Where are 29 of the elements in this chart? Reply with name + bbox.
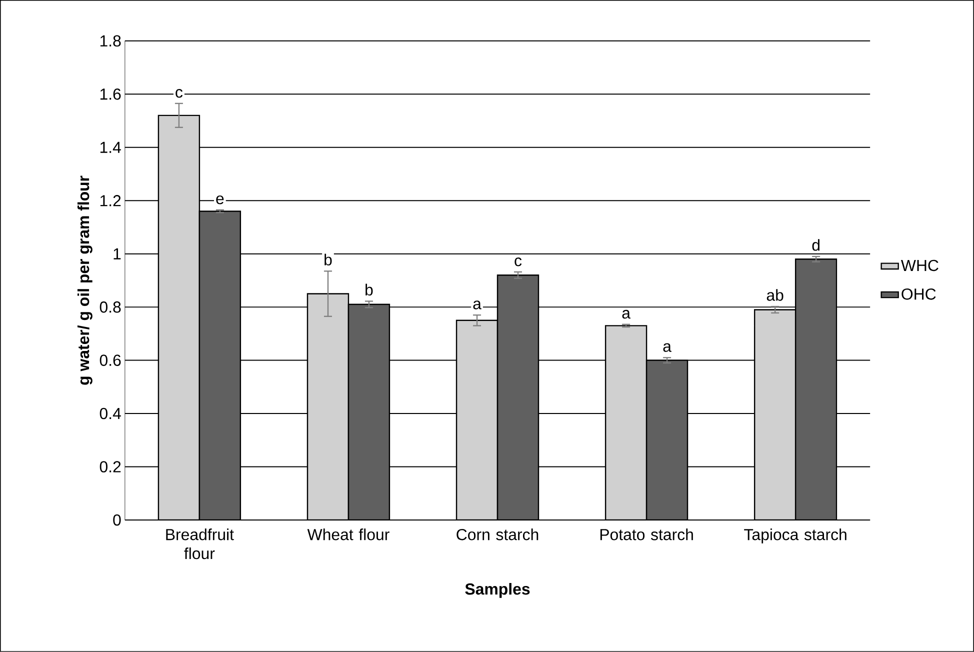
annotation: a bbox=[622, 310, 630, 319]
x-tick-label: Tapioca starch bbox=[744, 528, 846, 544]
annotation: c bbox=[176, 89, 183, 98]
y-tick-label: 1.6 bbox=[100, 88, 121, 100]
annotation: b bbox=[324, 254, 332, 266]
y-tick-label: 0.6 bbox=[100, 354, 121, 366]
y-tick-label: 0.2 bbox=[100, 461, 121, 472]
y-tick-label: 1.2 bbox=[100, 195, 121, 206]
legend-label: WHC bbox=[900, 260, 938, 272]
annotation: b bbox=[366, 284, 373, 296]
x-tick-label: Breadfruit flour bbox=[166, 528, 234, 560]
y-tick-label: 1.4 bbox=[100, 142, 121, 153]
x-axis-title: Samples bbox=[465, 583, 530, 598]
x-tick-label: Corn starch bbox=[456, 528, 538, 540]
annotation: a bbox=[473, 300, 482, 310]
legend-label: OHC bbox=[902, 288, 936, 300]
y-tick-label: 1 bbox=[114, 248, 121, 260]
annotation: ab bbox=[766, 289, 784, 301]
y-tick-label: 0.8 bbox=[100, 301, 121, 313]
annotation: c bbox=[514, 258, 522, 266]
annotation: a bbox=[663, 343, 672, 352]
annotation: d bbox=[812, 239, 820, 251]
annotation: e bbox=[216, 196, 224, 204]
y-tick-label: 0 bbox=[113, 514, 121, 526]
y-tick-label: 1.8 bbox=[100, 35, 121, 47]
x-tick-label: Potato starch bbox=[600, 528, 693, 540]
y-tick-label: 0.4 bbox=[100, 408, 121, 420]
y-axis-title: g water/ g oil per gram flour bbox=[77, 176, 92, 385]
x-tick-label: Wheat flour bbox=[307, 528, 390, 540]
